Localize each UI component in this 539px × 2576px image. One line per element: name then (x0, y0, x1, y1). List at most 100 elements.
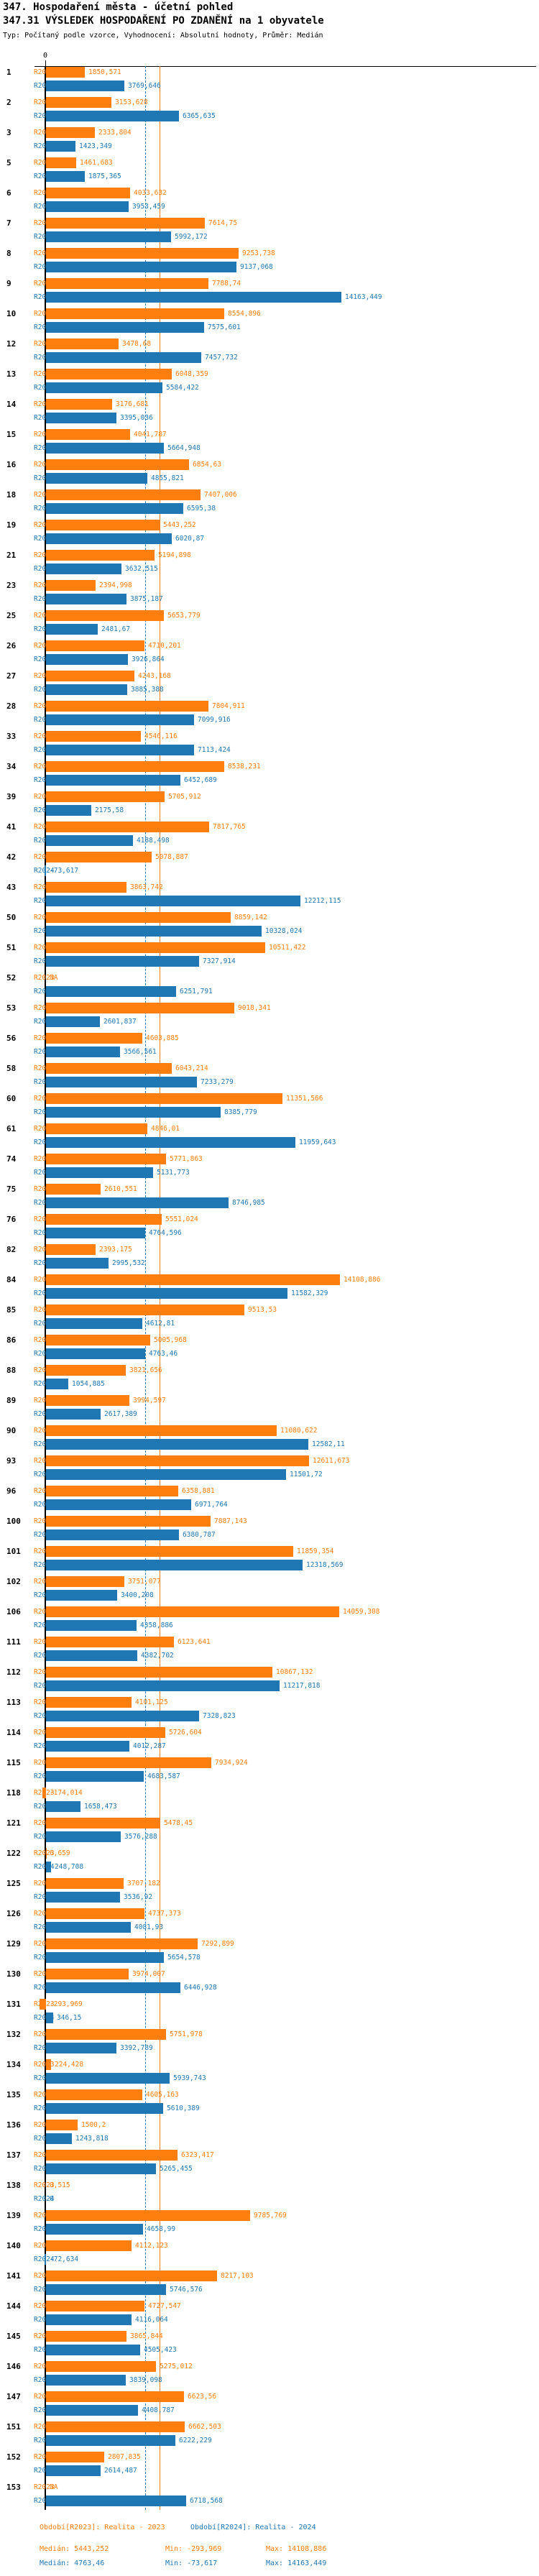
row-number-129: 129 (6, 1939, 21, 1949)
row-number-74: 74 (6, 1154, 17, 1164)
row-41-r2023-bar (46, 822, 209, 832)
row-12-r2024-value: 7457,732 (205, 354, 238, 362)
row-42-r2023-bar (46, 852, 152, 862)
row-89-r2024-bar (46, 1409, 101, 1420)
row-3-r2024-label: R2024 (34, 142, 55, 150)
row-101-r2023-label: R2023 (34, 1547, 55, 1555)
row-137-r2023-label: R2023 (34, 2151, 55, 2159)
row-113-r2023-label: R2023 (34, 1698, 55, 1706)
row-135-r2023-label: R2023 (34, 2091, 55, 2099)
row-number-113: 113 (6, 1698, 21, 1707)
row-85-r2023-bar (46, 1305, 244, 1315)
row-138-r2023-value: 0,515 (50, 2181, 70, 2189)
row-8-r2023-label: R2023 (34, 249, 55, 257)
row-140-r2024-label: R2024 (34, 2254, 55, 2265)
row-132-r2024-value: 3392,789 (120, 2044, 153, 2052)
row-10-r2023-label: R2023 (34, 310, 55, 318)
row-number-146: 146 (6, 2362, 21, 2371)
row-33-r2024-label: R2024 (34, 746, 55, 754)
row-146-r2023-bar (46, 2361, 156, 2372)
row-60-r2024-value: 8385,779 (224, 1108, 257, 1116)
row-number-34: 34 (6, 762, 17, 771)
row-114-r2024-bar (46, 1741, 129, 1752)
row-141-r2024-value: 5746,576 (170, 2286, 203, 2294)
row-7-r2024-value: 5992,172 (175, 233, 208, 241)
row-139-r2023-bar (46, 2210, 250, 2221)
row-102-r2024-label: R2024 (34, 1591, 55, 1599)
row-41-r2024-bar (46, 835, 133, 846)
row-number-111: 111 (6, 1637, 21, 1647)
row-153-r2024-value: 6718,568 (190, 2497, 223, 2505)
row-152-r2024-value: 2614,487 (104, 2467, 137, 2475)
row-90-r2024-bar (46, 1439, 308, 1450)
row-number-43: 43 (6, 883, 17, 892)
row-23-r2023-value: 2394,998 (99, 581, 132, 589)
row-13-r2024-bar (46, 382, 162, 393)
row-number-60: 60 (6, 1094, 17, 1103)
row-2-r2024-value: 6365,635 (183, 112, 216, 120)
row-89-r2023-value: 3994,597 (133, 1397, 166, 1404)
footer-median-2024: Medián: 4763,46 (40, 2559, 105, 2567)
row-129-r2024-value: 5654,578 (167, 1954, 201, 1961)
row-number-131: 131 (6, 2000, 21, 2009)
row-number-12: 12 (6, 339, 17, 349)
row-106-r2023-value: 14059,308 (343, 1608, 380, 1616)
row-140-r2023-value: 4112,123 (135, 2242, 168, 2250)
row-106-r2023-bar (46, 1606, 339, 1617)
row-50-r2024-label: R2024 (34, 927, 55, 935)
row-114-r2023-bar (46, 1727, 165, 1738)
row-89-r2023-bar (46, 1395, 129, 1406)
row-53-r2024-bar (46, 1016, 100, 1027)
x-axis-zero-label: 0 (43, 52, 48, 60)
row-74-r2024-label: R2024 (34, 1169, 55, 1177)
row-52-r2024-value: 6251,791 (180, 988, 213, 995)
row-2-r2024-label: R2024 (34, 112, 55, 120)
row-132-r2023-label: R2023 (34, 2030, 55, 2038)
row-84-r2023-bar (46, 1274, 340, 1285)
row-58-r2023-label: R2023 (34, 1064, 55, 1072)
row-60-r2023-bar (46, 1093, 282, 1104)
row-19-r2023-value: 5443,252 (163, 521, 196, 529)
row-28-r2024-label: R2024 (34, 716, 55, 724)
row-122-r2023-value: 6,659 (50, 1849, 70, 1857)
row-2-r2023-bar (46, 97, 111, 108)
row-126-r2023-value: 4737,373 (148, 1910, 181, 1918)
row-131-r2024-label: R2024 (34, 2014, 55, 2022)
row-135-r2023-value: 4605,163 (146, 2091, 179, 2099)
row-13-r2024-label: R2024 (34, 384, 55, 392)
row-14-r2023-bar (46, 399, 112, 410)
row-145-r2024-bar (46, 2345, 140, 2355)
row-number-153: 153 (6, 2483, 21, 2492)
row-115-r2023-value: 7934,924 (215, 1759, 248, 1767)
row-75-r2024-bar (46, 1197, 229, 1208)
row-86-r2023-bar (46, 1335, 150, 1346)
row-153-r2023-value: NA (50, 2483, 58, 2491)
row-number-16: 16 (6, 460, 17, 469)
row-39-r2023-bar (46, 791, 165, 802)
row-115-r2024-value: 4683,587 (147, 1772, 180, 1780)
row-84-r2024-value: 11582,329 (291, 1289, 328, 1297)
row-21-r2023-value: 5194,898 (158, 551, 191, 559)
row-60-r2023-value: 11351,566 (286, 1095, 323, 1103)
row-18-r2024-bar (46, 503, 183, 514)
row-10-r2024-value: 7575,601 (208, 323, 241, 331)
row-137-r2023-bar (46, 2150, 178, 2161)
row-145-r2023-label: R2023 (34, 2332, 55, 2340)
row-2-r2024-bar (46, 111, 179, 121)
row-112-r2024-value: 11217,818 (283, 1682, 321, 1690)
row-130-r2023-value: 3974,007 (132, 1970, 165, 1978)
row-number-76: 76 (6, 1215, 17, 1224)
row-34-r2024-value: 6452,689 (184, 776, 217, 784)
row-152-r2024-bar (46, 2465, 101, 2476)
row-9-r2024-value: 14163,449 (345, 293, 382, 301)
row-number-101: 101 (6, 1547, 21, 1556)
row-141-r2023-label: R2023 (34, 2272, 55, 2280)
row-60-r2023-label: R2023 (34, 1095, 55, 1103)
row-number-118: 118 (6, 1788, 21, 1798)
row-74-r2023-bar (46, 1154, 166, 1164)
row-58-r2023-value: 6043,214 (175, 1064, 208, 1072)
row-16-r2023-label: R2023 (34, 461, 55, 469)
row-102-r2024-bar (46, 1590, 117, 1601)
row-12-r2023-bar (46, 339, 119, 349)
row-129-r2024-label: R2024 (34, 1954, 55, 1961)
